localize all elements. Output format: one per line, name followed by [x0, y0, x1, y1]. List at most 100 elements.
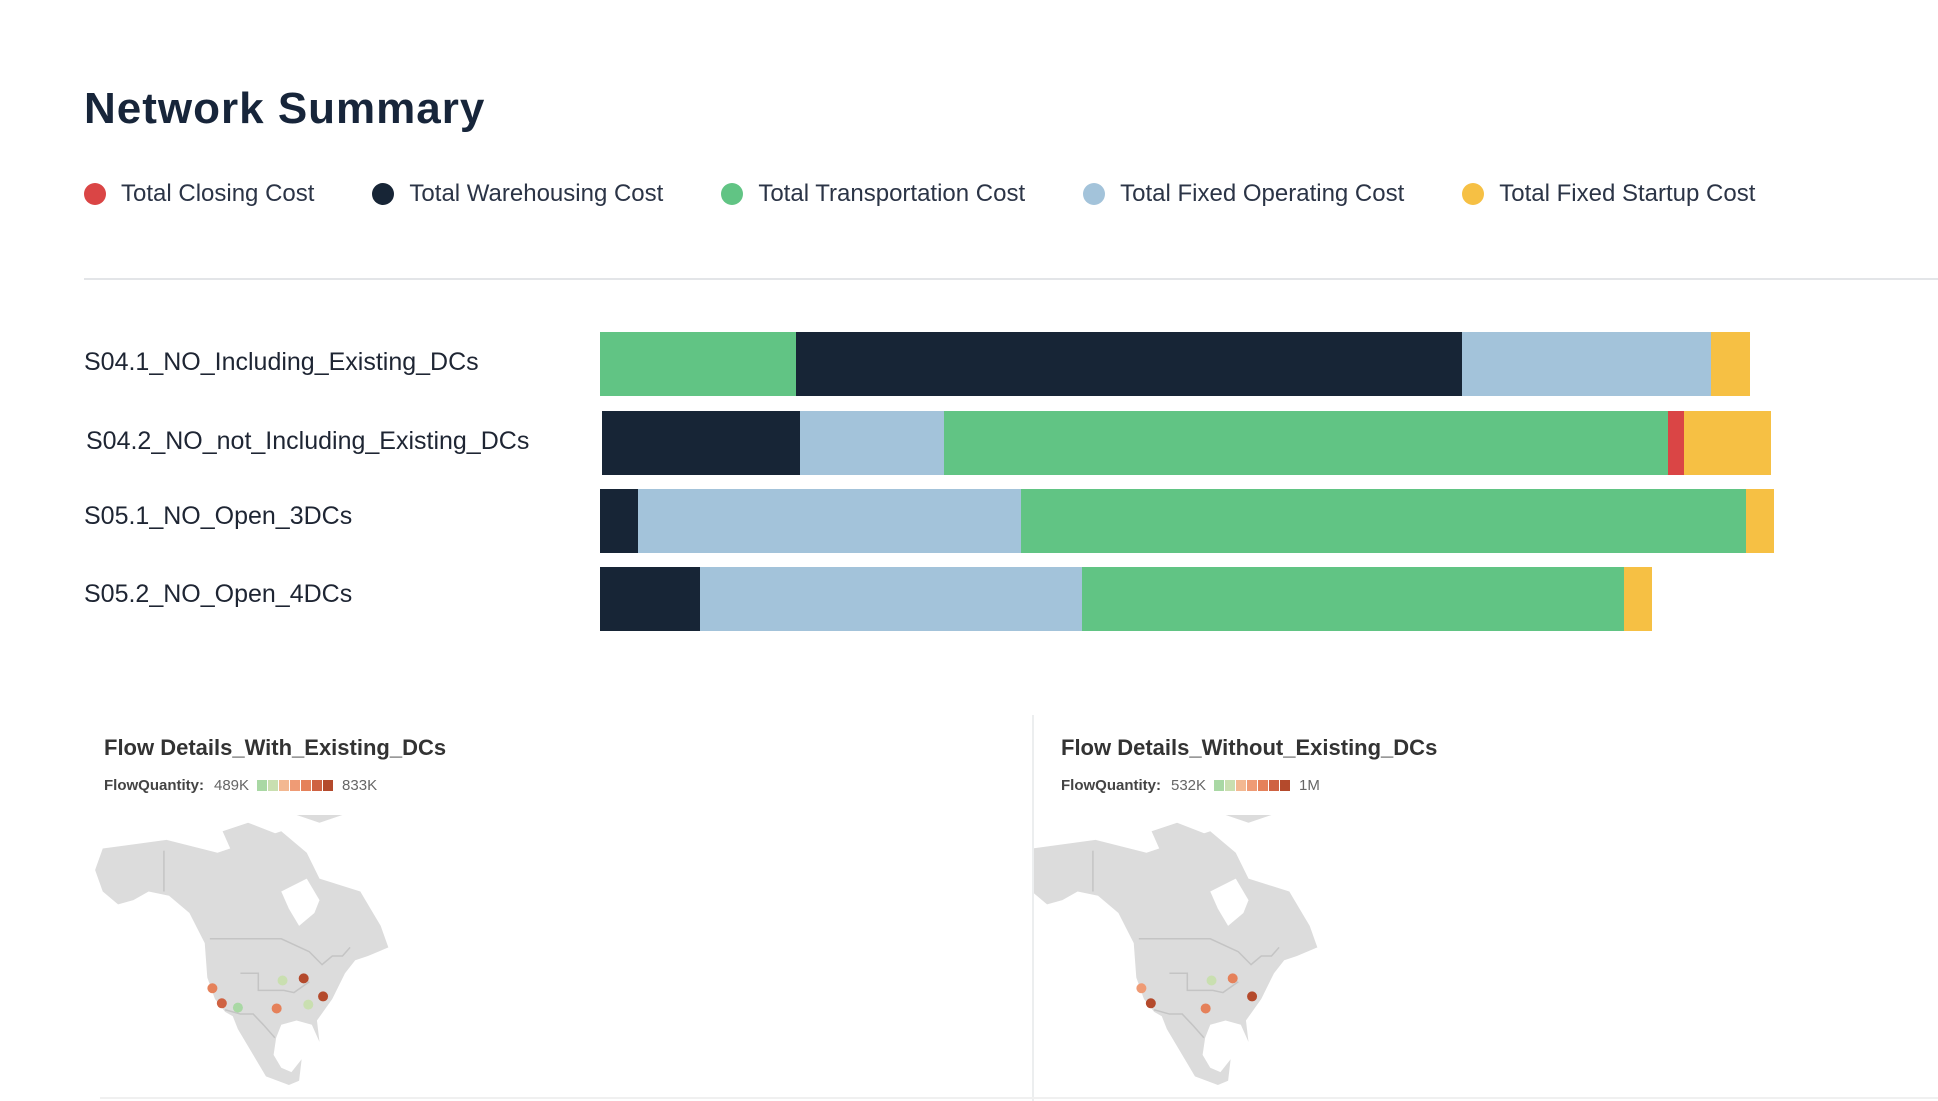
- flow-location-marker[interactable]: [1200, 1003, 1211, 1014]
- flow-location-marker[interactable]: [303, 999, 314, 1010]
- flow-quantity-min: 489K: [214, 777, 250, 794]
- landmass: [1034, 831, 1318, 1085]
- bar-segment-total-transportation-cost[interactable]: [600, 332, 797, 396]
- border-line: [224, 1009, 276, 1039]
- flow-location-marker[interactable]: [1206, 975, 1217, 986]
- bar-segment-total-fixed-startup-cost[interactable]: [1623, 567, 1652, 631]
- landmass: [1225, 815, 1272, 823]
- north-america-map[interactable]: [90, 815, 1020, 1101]
- landmass: [296, 815, 343, 823]
- scenario-label: S05.1_NO_Open_3DCs: [84, 502, 353, 530]
- divider: [100, 1097, 1938, 1099]
- scenario-bar[interactable]: [600, 567, 1800, 631]
- flow-panel-without-existing: Flow Details_Without_Existing_DCs FlowQu…: [1032, 715, 1938, 1101]
- flow-quantity-swatch: [301, 780, 312, 791]
- border-line: [1169, 972, 1239, 994]
- legend-item-fixed-operating[interactable]: Total Fixed Operating Cost: [1083, 180, 1404, 208]
- flow-quantity-swatch: [268, 780, 279, 791]
- legend-item-closing[interactable]: Total Closing Cost: [84, 180, 314, 208]
- flow-quantity-scale: [1214, 780, 1291, 791]
- flow-quantity-swatch: [1225, 780, 1236, 791]
- legend-label: Total Fixed Startup Cost: [1499, 180, 1756, 207]
- flow-quantity-swatch: [312, 780, 323, 791]
- flow-quantity-swatch: [1214, 780, 1225, 791]
- flow-quantity-swatch: [323, 780, 334, 791]
- flow-location-marker[interactable]: [207, 983, 218, 994]
- flow-panel-with-existing: Flow Details_With_Existing_DCs FlowQuant…: [90, 715, 1020, 1101]
- bar-segment-total-closing-cost[interactable]: [1667, 411, 1685, 475]
- flow-quantity-min: 532K: [1171, 777, 1207, 794]
- legend-color-dot: [372, 183, 395, 205]
- flow-location-marker[interactable]: [1247, 991, 1258, 1002]
- bar-segment-total-transportation-cost[interactable]: [1021, 489, 1747, 553]
- bar-segment-total-fixed-startup-cost[interactable]: [1684, 411, 1772, 475]
- bar-segment-total-transportation-cost[interactable]: [944, 411, 1669, 475]
- bar-segment-total-warehousing-cost[interactable]: [600, 567, 701, 631]
- legend-label: Total Transportation Cost: [758, 180, 1026, 207]
- page-title: Network Summary: [84, 84, 486, 133]
- cost-legend: Total Closing Cost Total Warehousing Cos…: [84, 180, 1813, 208]
- border-line: [209, 938, 351, 966]
- legend-color-dot: [1462, 183, 1485, 205]
- legend-color-dot: [721, 183, 744, 205]
- flow-quantity-legend: FlowQuantity: 532K 1M: [1061, 777, 1320, 794]
- bar-segment-total-warehousing-cost[interactable]: [602, 411, 801, 475]
- flow-quantity-swatch: [257, 780, 268, 791]
- flow-quantity-label: FlowQuantity:: [1061, 777, 1161, 794]
- bar-segment-total-fixed-operating-cost[interactable]: [699, 567, 1083, 631]
- scenario-bar[interactable]: [600, 489, 1800, 553]
- flow-quantity-swatch: [1269, 780, 1280, 791]
- bar-segment-total-fixed-startup-cost[interactable]: [1746, 489, 1775, 553]
- bar-segment-total-warehousing-cost[interactable]: [600, 489, 639, 553]
- legend-label: Total Closing Cost: [121, 180, 315, 207]
- legend-item-transportation[interactable]: Total Transportation Cost: [721, 180, 1025, 208]
- flow-quantity-scale: [257, 780, 334, 791]
- landmass: [95, 831, 389, 1085]
- flow-quantity-label: FlowQuantity:: [104, 777, 204, 794]
- hudson-bay: [1210, 878, 1249, 926]
- border-line: [1138, 938, 1280, 966]
- flow-location-marker[interactable]: [216, 998, 227, 1009]
- scenario-cost-bars: S04.1_NO_Including_Existing_DCs S04.2_NO…: [84, 332, 1802, 631]
- legend-color-dot: [84, 183, 106, 205]
- flow-quantity-legend: FlowQuantity: 489K 833K: [104, 777, 377, 794]
- flow-location-marker[interactable]: [277, 975, 288, 986]
- north-america-map[interactable]: [1034, 815, 1934, 1101]
- flow-location-marker[interactable]: [298, 973, 309, 984]
- legend-item-fixed-startup[interactable]: Total Fixed Startup Cost: [1462, 180, 1755, 208]
- flow-quantity-swatch: [290, 780, 301, 791]
- border-line: [1153, 1009, 1205, 1039]
- bar-segment-total-fixed-operating-cost[interactable]: [800, 411, 945, 475]
- legend-label: Total Warehousing Cost: [409, 180, 664, 207]
- border-line: [240, 972, 310, 994]
- flow-location-marker[interactable]: [1227, 973, 1238, 984]
- scenario-label: S04.1_NO_Including_Existing_DCs: [84, 348, 479, 376]
- legend-label: Total Fixed Operating Cost: [1120, 180, 1405, 207]
- flow-quantity-swatch: [1247, 780, 1258, 791]
- legend-item-warehousing[interactable]: Total Warehousing Cost: [372, 180, 663, 208]
- bar-segment-total-transportation-cost[interactable]: [1082, 567, 1625, 631]
- flow-location-marker[interactable]: [232, 1002, 243, 1013]
- flow-quantity-swatch: [1280, 780, 1291, 791]
- panel-title: Flow Details_Without_Existing_DCs: [1061, 735, 1438, 760]
- flow-location-marker[interactable]: [1136, 983, 1147, 994]
- legend-color-dot: [1083, 183, 1106, 205]
- bar-segment-total-fixed-startup-cost[interactable]: [1711, 332, 1751, 396]
- flow-location-marker[interactable]: [318, 991, 329, 1002]
- flow-quantity-swatch: [1236, 780, 1247, 791]
- landmass: [222, 822, 282, 853]
- flow-quantity-swatch: [279, 780, 290, 791]
- panel-title: Flow Details_With_Existing_DCs: [104, 735, 447, 760]
- landmass: [1151, 822, 1211, 853]
- bar-segment-total-fixed-operating-cost[interactable]: [1461, 332, 1712, 396]
- scenario-bar[interactable]: [600, 332, 1800, 396]
- bar-segment-total-fixed-operating-cost[interactable]: [638, 489, 1022, 553]
- scenario-label: S05.2_NO_Open_4DCs: [84, 580, 353, 608]
- bar-segment-total-warehousing-cost[interactable]: [795, 332, 1463, 396]
- flow-location-marker[interactable]: [1145, 998, 1156, 1009]
- flow-location-marker[interactable]: [271, 1003, 282, 1014]
- divider: [84, 278, 1938, 280]
- flow-quantity-max: 833K: [342, 777, 378, 794]
- flow-quantity-max: 1M: [1299, 777, 1320, 794]
- scenario-bar[interactable]: [602, 411, 1802, 475]
